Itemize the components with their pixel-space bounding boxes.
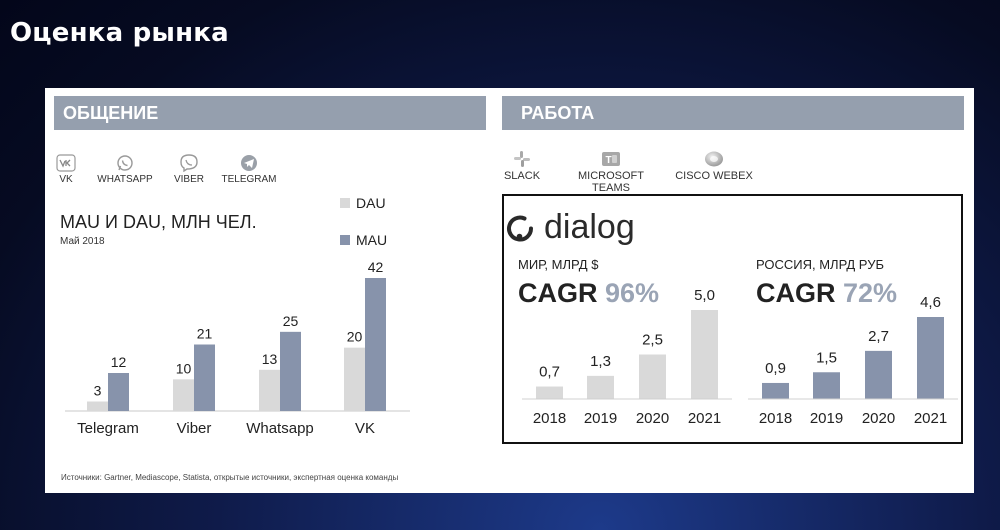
vk-icon (56, 154, 76, 172)
app-cisco-webex: CISCO WEBEX (675, 150, 753, 182)
dialog-market-box: dialog МИР, МЛРД $ CAGR 96% 0,7 2018 1,3 2019… (502, 194, 963, 444)
world-cagr: CAGR 96% (518, 278, 659, 308)
russia-chart-label: РОССИЯ, МЛРД РУБ (756, 257, 884, 272)
bar-label-mau-whatsapp: 25 (283, 313, 299, 329)
microsoft-teams-icon: T (602, 152, 620, 166)
russia-cagr: CAGR 72% (756, 278, 897, 308)
bar-label-dau-telegram: 3 (94, 383, 102, 399)
world-bar-2018 (536, 386, 563, 399)
cisco-webex-icon (705, 151, 723, 167)
whatsapp-icon (117, 155, 133, 171)
russia-year-label-2020: 2020 (862, 410, 895, 427)
bar-label-dau-viber: 10 (176, 360, 192, 376)
app-label-telegram: TELEGRAM (221, 174, 277, 185)
app-whatsapp: WHATSAPP (93, 154, 157, 185)
dialog-charts: dialog МИР, МЛРД $ CAGR 96% 0,7 2018 1,3 2019… (507, 208, 958, 427)
world-year-label-2018: 2018 (533, 410, 566, 427)
world-bar-label-2021: 5,0 (694, 287, 715, 304)
bar-mau-whatsapp (280, 331, 301, 411)
chart-bars: 3 12 Telegram 10 21 Viber 13 25 Whatsapp 20 42 VK (65, 259, 410, 437)
legend-swatch-dau (340, 198, 350, 208)
world-cagr-prefix: CAGR (518, 278, 605, 308)
app-label-cisco-webex: CISCO WEBEX (675, 170, 753, 182)
app-microsoft-teams: T MICROSOFT TEAMS (559, 150, 663, 194)
app-label-microsoft-teams: MICROSOFT TEAMS (578, 170, 644, 194)
slide-title: Оценка рынка (10, 18, 229, 48)
app-label-whatsapp: WHATSAPP (97, 174, 153, 185)
source-note: Источники: Gartner, Mediascope, Statista… (61, 473, 399, 482)
russia-year-label-2021: 2021 (914, 410, 947, 427)
dialog-logo-ring (507, 215, 534, 242)
content-panel: ОБЩЕНИЕ РАБОТА VK WHATSAPP VIBER TELEGRA… (45, 88, 974, 493)
dialog-logo-dot (516, 233, 523, 240)
world-year-label-2019: 2019 (584, 410, 617, 427)
bar-dau-viber (173, 379, 194, 411)
russia-bar-label-2020: 2,7 (868, 328, 889, 345)
world-bar-2019 (587, 375, 614, 399)
russia-bar-2018 (762, 382, 789, 399)
bar-label-dau-vk: 20 (347, 329, 363, 345)
bar-label-mau-vk: 42 (368, 259, 384, 275)
chart-legend: DAU MAU (340, 195, 387, 248)
russia-bar-label-2021: 4,6 (920, 294, 941, 311)
world-bar-2020 (639, 354, 666, 399)
category-label-viber: Viber (177, 420, 212, 437)
world-bar-2021 (691, 310, 718, 399)
world-bar-label-2019: 1,3 (590, 353, 611, 370)
app-telegram: TELEGRAM (221, 154, 277, 185)
legend-label-dau: DAU (356, 195, 386, 211)
app-slack: SLACK (501, 150, 543, 182)
section-header-work: РАБОТА (502, 96, 964, 130)
bar-mau-viber (194, 344, 215, 411)
world-year-label-2021: 2021 (688, 410, 721, 427)
bar-dau-telegram (87, 401, 108, 411)
dialog-logo: dialog (507, 208, 635, 246)
russia-bar-label-2019: 1,5 (816, 349, 837, 366)
dialog-logo-text: dialog (544, 208, 635, 246)
telegram-icon (241, 155, 257, 171)
section-header-communication: ОБЩЕНИЕ (54, 96, 486, 130)
viber-icon (180, 154, 198, 172)
app-label-slack: SLACK (503, 170, 541, 182)
category-label-whatsapp: Whatsapp (246, 420, 314, 437)
messenger-users-chart: MAU И DAU, МЛН ЧЕЛ. Май 2018 DAU MAU 3 12 T… (60, 195, 410, 437)
app-viber: VIBER (169, 154, 209, 185)
world-bar-label-2018: 0,7 (539, 364, 560, 381)
world-chart-label: МИР, МЛРД $ (518, 257, 599, 272)
category-label-telegram: Telegram (77, 420, 139, 437)
bar-label-mau-telegram: 12 (111, 354, 127, 370)
russia-bar-2020 (865, 350, 892, 399)
bar-label-mau-viber: 21 (197, 326, 213, 342)
russia-bar-label-2018: 0,9 (765, 360, 786, 377)
russia-cagr-value: 72% (843, 278, 897, 308)
chart-subtitle: Май 2018 (60, 236, 105, 247)
app-vk: VK (53, 154, 79, 185)
russia-year-label-2018: 2018 (759, 410, 792, 427)
world-bar-label-2020: 2,5 (642, 332, 663, 349)
world-year-label-2020: 2020 (636, 410, 669, 427)
world-cagr-value: 96% (605, 278, 659, 308)
svg-text:T: T (606, 155, 612, 166)
russia-bar-2021 (917, 317, 944, 399)
legend-swatch-mau (340, 235, 350, 245)
slack-icon (514, 151, 530, 167)
bar-label-dau-whatsapp: 13 (262, 351, 278, 367)
app-label-vk: VK (59, 174, 73, 185)
russia-cagr-prefix: CAGR (756, 278, 843, 308)
bar-mau-telegram (108, 373, 129, 411)
bar-mau-vk (365, 278, 386, 411)
bar-dau-whatsapp (259, 369, 280, 411)
russia-bar-2019 (813, 372, 840, 399)
russia-year-label-2019: 2019 (810, 410, 843, 427)
russia-market-chart: РОССИЯ, МЛРД РУБ CAGR 72% 0,9 2018 1,5 2019 2,… (748, 257, 958, 427)
category-label-vk: VK (355, 420, 375, 437)
bar-dau-vk (344, 347, 365, 411)
app-label-viber: VIBER (173, 174, 204, 185)
chart-title: MAU И DAU, МЛН ЧЕЛ. (60, 212, 257, 232)
legend-label-mau: MAU (356, 232, 387, 248)
world-market-chart: МИР, МЛРД $ CAGR 96% 0,7 2018 1,3 2019 2,5 2020… (518, 257, 732, 427)
